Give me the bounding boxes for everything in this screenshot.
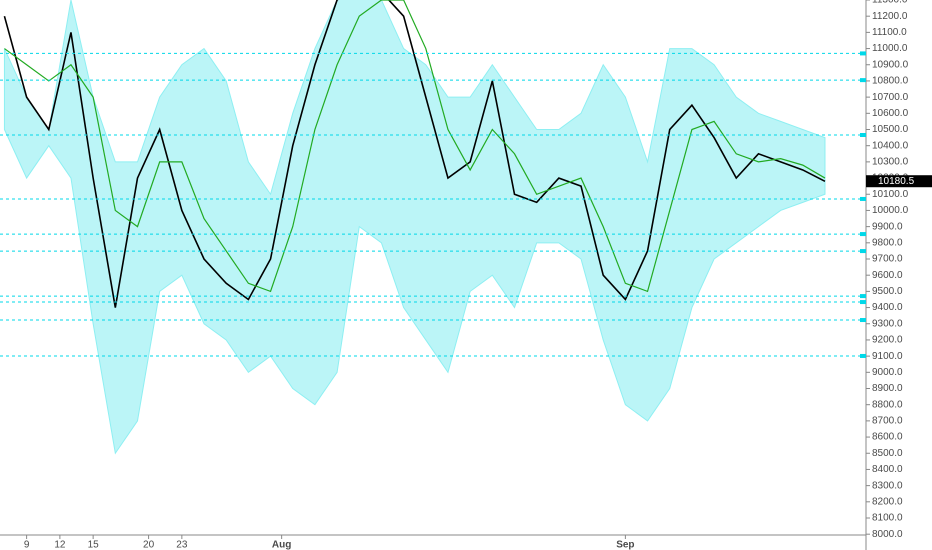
y-tick-label: 9000.0: [872, 367, 903, 378]
y-tick-label: 9200.0: [872, 335, 903, 346]
price-line: [3, 0, 826, 308]
band: [3, 0, 826, 455]
y-tick-label: 11300.0: [872, 0, 908, 6]
y-tick-label: 11100.0: [872, 27, 907, 38]
y-tick-label: 10400.0: [872, 140, 909, 151]
x-tick-label: 20: [143, 540, 155, 550]
y-tick-label: 10600.0: [872, 108, 909, 119]
level-marker: [860, 300, 866, 305]
last-price-label: 10180.5: [878, 176, 915, 187]
last-price-box: [866, 175, 932, 188]
y-tick-label: 8300.0: [872, 480, 903, 491]
y-tick-label: 10100.0: [872, 189, 909, 200]
y-tick-label: 10300.0: [872, 157, 909, 168]
x-tick-label: 9: [24, 540, 30, 550]
y-tick-label: 8200.0: [872, 496, 903, 507]
y-tick-label: 9100.0: [872, 351, 903, 362]
level-marker: [860, 318, 866, 323]
level-marker: [860, 78, 866, 83]
y-tick-label: 8600.0: [872, 432, 903, 443]
y-tick-label: 8100.0: [872, 513, 903, 524]
y-tick-label: 9300.0: [872, 318, 903, 329]
y-tick-label: 10900.0: [872, 59, 909, 70]
y-tick-label: 11000.0: [872, 43, 908, 54]
price-line: [4, 0, 826, 293]
y-tick-label: 9500.0: [872, 286, 903, 297]
y-tick-label: 10700.0: [872, 92, 909, 103]
y-tick-label: 9800.0: [872, 237, 903, 248]
y-tick-label: 11200.0: [872, 11, 908, 22]
level-marker: [860, 232, 866, 237]
y-tick-label: 10500.0: [872, 124, 909, 135]
x-tick-label: Aug: [272, 540, 291, 550]
y-tick-label: 8400.0: [872, 464, 903, 475]
plot-area: [3, 0, 826, 455]
y-tick-label: 8900.0: [872, 383, 903, 394]
level-marker: [860, 196, 866, 201]
y-tick-label: 9600.0: [872, 270, 903, 281]
y-tick-label: 8500.0: [872, 448, 903, 459]
x-tick-label: 12: [54, 540, 66, 550]
level-marker: [860, 294, 866, 299]
y-tick-label: 8800.0: [872, 399, 903, 410]
level-marker: [860, 249, 866, 254]
y-tick-label: 9700.0: [872, 254, 903, 265]
x-tick-label: Sep: [616, 540, 634, 550]
level-marker: [860, 51, 866, 56]
level-marker: [860, 133, 866, 138]
y-tick-label: 10800.0: [872, 76, 909, 87]
y-tick-label: 8000.0: [872, 529, 903, 540]
level-marker: [860, 353, 866, 358]
x-tick-label: 23: [176, 540, 188, 550]
y-tick-label: 10000.0: [872, 205, 909, 216]
y-tick-label: 9400.0: [872, 302, 903, 313]
x-tick-label: 15: [88, 540, 100, 550]
y-tick-label: 8700.0: [872, 416, 903, 427]
y-tick-label: 9900.0: [872, 221, 903, 232]
